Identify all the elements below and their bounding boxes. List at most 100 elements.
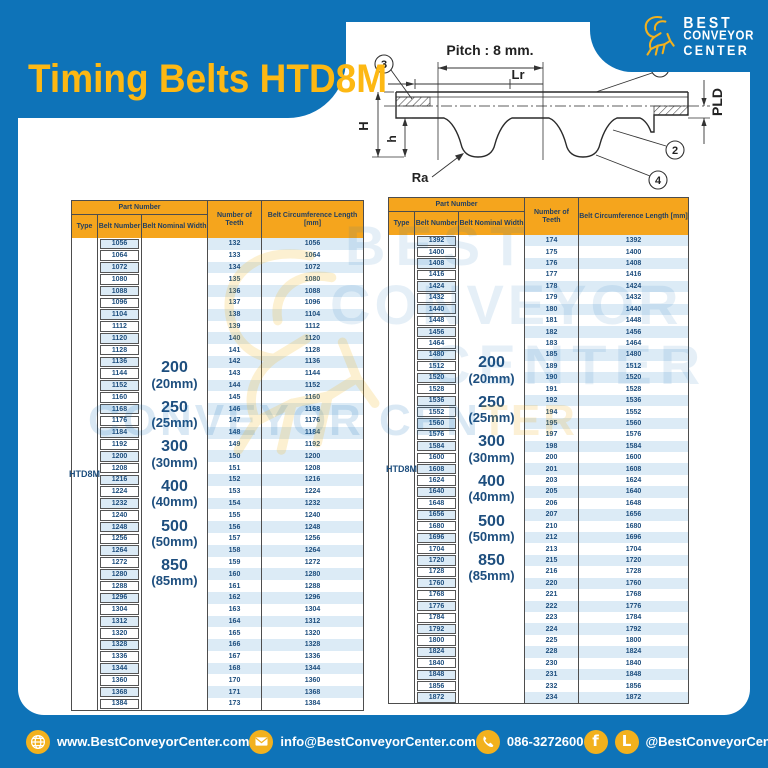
- length-cell: 1168: [262, 403, 363, 415]
- mail-icon[interactable]: [249, 729, 274, 754]
- belt-number-cell: 1328: [98, 639, 141, 651]
- belt-number-cell: 1256: [98, 533, 141, 545]
- teeth-cell: 220: [525, 577, 578, 590]
- length-cell: 1720: [579, 554, 688, 567]
- globe-icon[interactable]: [26, 729, 50, 754]
- belt-number-cell: 1576: [415, 429, 458, 440]
- teeth-cell: 200: [545, 454, 558, 462]
- teeth-cell: 222: [525, 600, 578, 612]
- belt-number-cell: 1792: [415, 623, 458, 635]
- length-cell: 1768: [625, 591, 642, 599]
- length-cell: 1400: [625, 248, 642, 256]
- belt-number-cell: 1072: [98, 262, 141, 274]
- page-title: Timing Belts HTD8M: [28, 56, 388, 101]
- teeth-cell: 190: [525, 372, 578, 384]
- length-cell: 1216: [262, 473, 363, 486]
- belt-width-column: 200 (20mm) 250 (25mm) 300 (30mm) 400 (40mm) 500(…: [142, 238, 208, 710]
- table-header: Part Number Number of Teeth Belt Circumf…: [389, 198, 688, 235]
- footer-email[interactable]: info@BestConveyorCenter.com: [249, 729, 476, 754]
- teeth-cell: 177: [545, 271, 558, 279]
- length-cell: 1304: [304, 606, 321, 614]
- callout-2: 2: [672, 145, 678, 157]
- length-cell: 1160: [304, 393, 321, 401]
- length-cell: 1072: [262, 261, 363, 274]
- belt-number-cell: 1624: [415, 475, 458, 486]
- footer-social[interactable]: f L @BestConveyorCenter: [583, 729, 768, 754]
- belt-width-option: 500 (50mm): [151, 517, 198, 549]
- goat-logo-icon: [645, 16, 676, 56]
- belt-number-cell: 1520: [415, 372, 458, 383]
- teeth-cell: 154: [208, 497, 261, 510]
- belt-number-cell: 1096: [98, 297, 141, 309]
- length-cell: 1392: [579, 235, 688, 247]
- col-part-number: Part Number: [72, 201, 208, 215]
- belt-number-cell: 1584: [415, 441, 458, 452]
- belt-number-cell: 1184: [98, 427, 141, 439]
- length-cell: 1144: [304, 370, 321, 378]
- pitch-dimension-label: Pitch : 8 mm.: [446, 42, 533, 58]
- teeth-cell: 170: [228, 676, 241, 684]
- teeth-cell: 234: [525, 691, 578, 704]
- col-belt-circumference: Belt Circumference Length [mm]: [267, 212, 358, 227]
- belt-number-cell: 1104: [98, 309, 141, 321]
- belt-number-column: 1056 1064 1072 1080 1088 1096 1104 1112 1120 1128…: [98, 238, 142, 710]
- teeth-cell: 197: [545, 431, 558, 439]
- col-belt-number: Belt Number: [98, 215, 142, 238]
- teeth-cell: 145: [228, 393, 241, 401]
- teeth-cell: 146: [208, 403, 261, 415]
- length-cell: 1520: [579, 372, 688, 384]
- col-number-of-teeth: Number of Teeth: [525, 198, 579, 235]
- teeth-cell: 133: [228, 252, 241, 260]
- belt-width-column: 200 (20mm) 250 (25mm) 300 (30mm) 400 (40mm) 500(…: [459, 235, 525, 703]
- teeth-cell: 166: [208, 639, 261, 651]
- teeth-cell: 160: [208, 568, 261, 581]
- belt-number-cell: 1320: [98, 627, 141, 639]
- table-header: Part Number Number of Teeth Belt Circumf…: [72, 201, 363, 238]
- teeth-cell: 162: [208, 591, 261, 604]
- line-icon[interactable]: L: [614, 729, 639, 754]
- belt-number-cell: 1552: [415, 406, 458, 418]
- social-text: @BestConveyorCenter: [645, 734, 768, 749]
- belt-width-option: 850 (85mm): [468, 552, 515, 584]
- length-cell: 1200: [262, 450, 363, 463]
- length-cell: 1656: [579, 509, 688, 521]
- phone-icon[interactable]: [475, 729, 500, 754]
- teeth-cell: 181: [545, 317, 558, 325]
- length-cell: 1680: [625, 522, 642, 530]
- length-cell: 1784: [625, 614, 642, 622]
- length-cell: 1840: [625, 659, 642, 667]
- callout-4: 4: [655, 175, 662, 187]
- col-number-of-teeth: Number of Teeth: [208, 201, 262, 238]
- length-cell: 1384: [304, 700, 321, 708]
- belt-number-cell: 1064: [98, 250, 141, 262]
- length-cell: 1576: [625, 431, 642, 439]
- length-cell: 1320: [304, 629, 321, 637]
- belt-number-cell: 1840: [415, 658, 458, 669]
- length-cell: 1856: [625, 682, 642, 690]
- length-cell: 1456: [579, 326, 688, 338]
- length-cell: 1152: [262, 379, 363, 392]
- belt-number-cell: 1152: [98, 380, 141, 392]
- length-cell: 1264: [262, 544, 363, 557]
- belt-number-cell: 1480: [415, 349, 458, 361]
- teeth-cell: 194: [545, 408, 558, 416]
- length-cell: 1560: [579, 417, 688, 430]
- belt-table-left: Part Number Number of Teeth Belt Circumf…: [69, 200, 364, 711]
- col-belt-circumference: Belt Circumference Length [mm]: [579, 212, 688, 220]
- teeth-cell: 151: [228, 464, 241, 472]
- belt-number-cell: 1856: [415, 680, 458, 692]
- belt-height-label: H: [358, 121, 371, 130]
- belt-width-option: 400 (40mm): [151, 478, 198, 510]
- belt-number-cell: 1384: [98, 698, 141, 710]
- footer-phone[interactable]: 086-3272600: [475, 729, 584, 754]
- teeth-cell: 148: [208, 426, 261, 439]
- facebook-icon[interactable]: f: [583, 729, 608, 754]
- length-cell: 1224: [304, 488, 321, 496]
- circumference-column: 1056 1064 1072 1080 1088 1096 1104 1112 1120 1128…: [262, 238, 363, 710]
- teeth-cell: 155: [228, 511, 241, 519]
- length-cell: 1312: [262, 615, 363, 628]
- teeth-cell: 144: [208, 379, 261, 392]
- col-belt-number: Belt Number: [415, 212, 459, 235]
- footer-website[interactable]: www.BestConveyorCenter.com: [26, 729, 249, 754]
- col-belt-nominal-width: Belt Nominal Width: [142, 215, 208, 238]
